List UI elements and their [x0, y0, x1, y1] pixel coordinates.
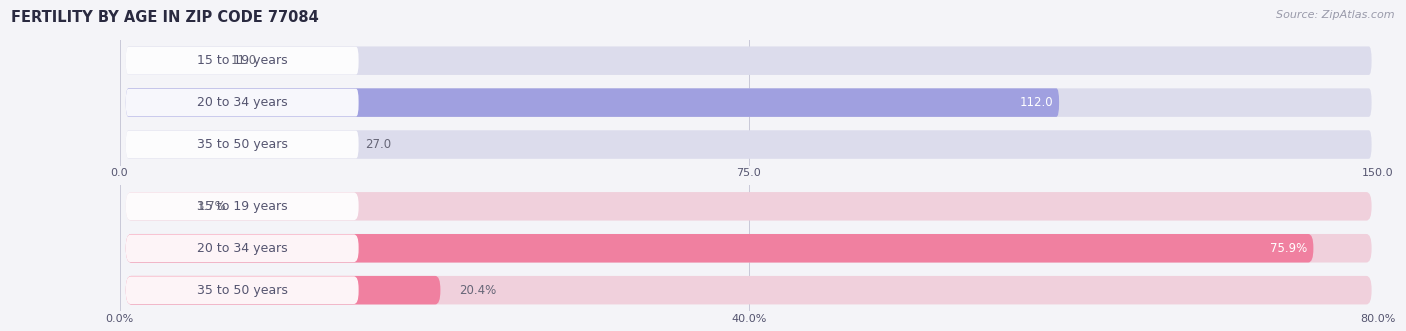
FancyBboxPatch shape: [125, 88, 1372, 117]
Text: Source: ZipAtlas.com: Source: ZipAtlas.com: [1277, 10, 1395, 20]
FancyBboxPatch shape: [125, 193, 359, 220]
Text: 3.7%: 3.7%: [197, 200, 226, 213]
FancyBboxPatch shape: [125, 276, 1372, 305]
FancyBboxPatch shape: [125, 88, 1059, 117]
Text: 11.0: 11.0: [231, 54, 257, 67]
Text: 27.0: 27.0: [366, 138, 391, 151]
FancyBboxPatch shape: [125, 276, 359, 304]
FancyBboxPatch shape: [125, 234, 359, 262]
FancyBboxPatch shape: [125, 276, 440, 305]
Text: 20 to 34 years: 20 to 34 years: [197, 242, 287, 255]
Text: 35 to 50 years: 35 to 50 years: [197, 284, 288, 297]
Text: 35 to 50 years: 35 to 50 years: [197, 138, 288, 151]
Text: 15 to 19 years: 15 to 19 years: [197, 200, 287, 213]
FancyBboxPatch shape: [125, 46, 1372, 75]
Text: 75.9%: 75.9%: [1270, 242, 1308, 255]
Text: 20.4%: 20.4%: [460, 284, 496, 297]
FancyBboxPatch shape: [125, 131, 359, 158]
Text: 112.0: 112.0: [1019, 96, 1053, 109]
FancyBboxPatch shape: [125, 89, 359, 117]
FancyBboxPatch shape: [125, 192, 1372, 220]
Text: 15 to 19 years: 15 to 19 years: [197, 54, 287, 67]
FancyBboxPatch shape: [125, 234, 1313, 262]
Text: 20 to 34 years: 20 to 34 years: [197, 96, 287, 109]
FancyBboxPatch shape: [125, 234, 1372, 262]
FancyBboxPatch shape: [125, 47, 359, 74]
FancyBboxPatch shape: [125, 130, 1372, 159]
Text: FERTILITY BY AGE IN ZIP CODE 77084: FERTILITY BY AGE IN ZIP CODE 77084: [11, 10, 319, 25]
